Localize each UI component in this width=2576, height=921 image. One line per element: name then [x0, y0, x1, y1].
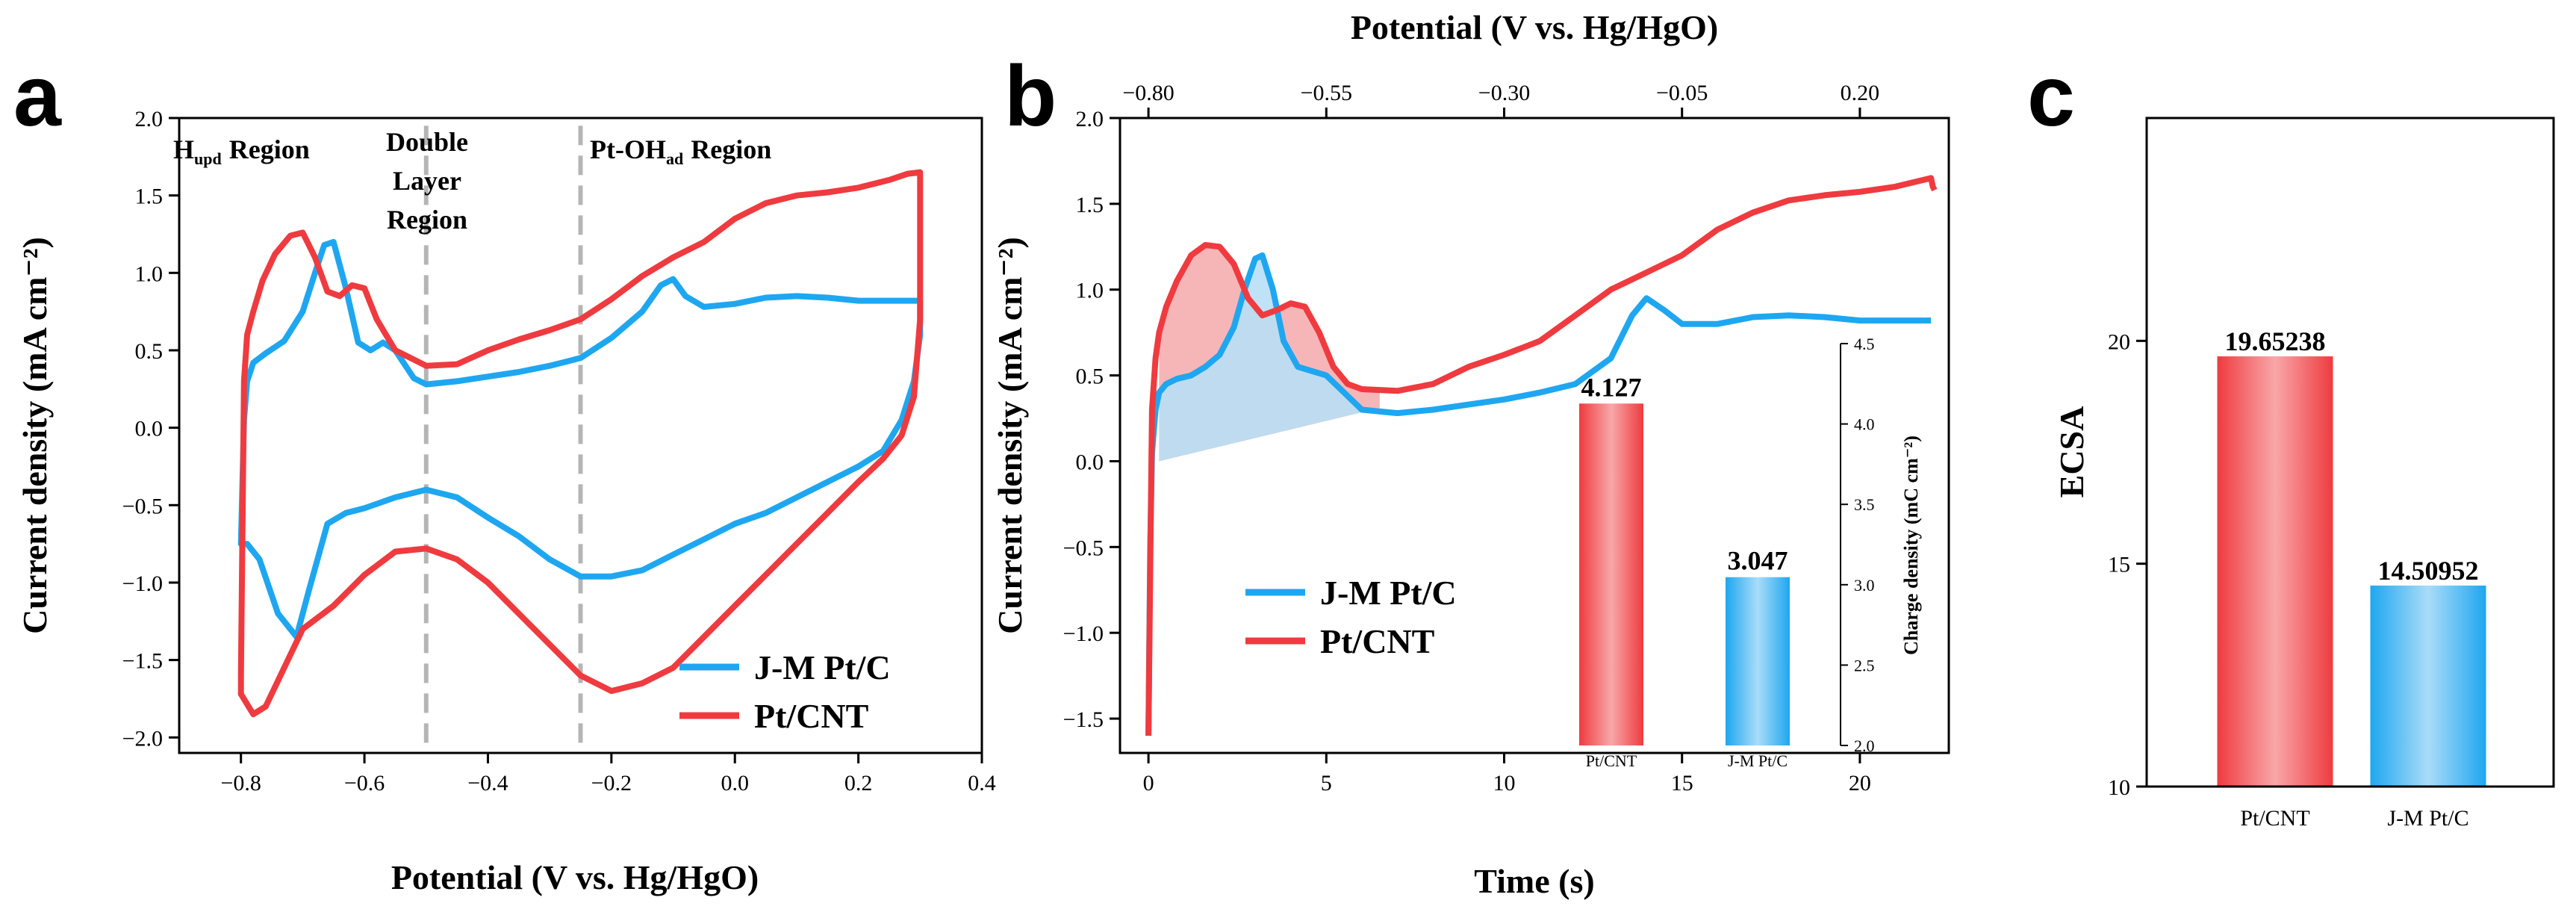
panel-b-ytick-label: 0.0: [1076, 450, 1104, 474]
panel-c-bars: 19.65238 Pt/CNT 14.50952 J-M Pt/C: [2217, 326, 2486, 831]
anno-region: Region: [387, 205, 467, 235]
panel-a: a −0.8 −0.6 −0.4 −0.2 0.0 0.2 0.4−2.0−1.5−1.0−…: [13, 49, 996, 896]
inset-ytick-label: 4.0: [1854, 415, 1875, 434]
panel-b-xlabel: Time (s): [1474, 862, 1594, 900]
panel-a-ytick-label: −1.5: [122, 649, 163, 674]
inset-ytick-label: 2.5: [1854, 656, 1875, 675]
ecsa-bar-pt-cnt: [2217, 356, 2333, 787]
panel-c-ytick-label: 20: [2108, 329, 2130, 354]
panel-b-ylabel: Current density (mA cm⁻²): [991, 237, 1029, 634]
panel-c-ytick-label: 15: [2108, 553, 2130, 577]
panel-c-frame: [2145, 117, 2555, 788]
inset-ticks: 2.0 2.5 3.0 3.5 4.0 4.5: [1841, 335, 1875, 755]
panel-a-ytick-label: −0.5: [122, 494, 163, 518]
legend-b-jm-label: J-M Pt/C: [1320, 574, 1457, 612]
panel-b-fills: [1159, 245, 1380, 462]
ecsa-category-label: Pt/CNT: [2240, 806, 2309, 831]
panel-b-xtick-label: 0: [1143, 771, 1154, 796]
panel-b-ytick-label: −1.5: [1063, 707, 1104, 732]
panel-b-x2tick-label: −0.30: [1478, 81, 1530, 105]
panel-b-x2tick-label: 0.20: [1841, 81, 1880, 105]
anno-ptoh: Pt-OHad Region: [590, 134, 771, 168]
panel-b-inset: 4.127 Pt/CNT 3.047 J-M Pt/C 2.0 2.5 3.0 3.5 4.0…: [1579, 335, 1922, 770]
integration-area-jm-ptc: [1159, 255, 1380, 462]
inset-ytick-label: 2.0: [1854, 737, 1875, 755]
panel-b-xtick-label: 10: [1493, 771, 1516, 796]
inset-bar-jm-ptc: [1726, 577, 1790, 745]
panel-b-xtick-label: 5: [1321, 771, 1332, 796]
panel-b-frame: [1119, 117, 1950, 754]
inset-ytick-label: 3.5: [1854, 495, 1875, 514]
legend-a-cnt-label: Pt/CNT: [754, 697, 868, 735]
panel-b-ytick-label: −1.0: [1063, 621, 1104, 646]
ecsa-bar-value: 14.50952: [2378, 556, 2479, 586]
panel-c-ylabel: ECSA: [2053, 406, 2091, 498]
inset-bar-value: 3.047: [1728, 546, 1788, 576]
anno-double: Double: [386, 127, 468, 157]
panel-b-xtick-label: 15: [1671, 771, 1693, 796]
panel-a-xtick-label: −0.8: [220, 771, 261, 796]
panel-b: b 0 5 10 15 20 −0.80 −0.55 −0.30 −0.05 0.20 −1.5 −1…: [991, 8, 1950, 900]
inset-bar-pt-cnt: [1579, 403, 1643, 745]
panel-a-line-jm-ptc: [237, 238, 924, 640]
panel-b-xtick-label: 20: [1849, 771, 1871, 796]
panel-b-ytick-label: 0.5: [1076, 365, 1104, 389]
panel-c-ticks: 10 15 20: [2108, 329, 2147, 800]
inset-bar-value: 4.127: [1581, 372, 1642, 402]
panel-b-x2tick-label: −0.05: [1656, 81, 1708, 105]
panel-b-ticks: 0 5 10 15 20 −0.80 −0.55 −0.30 −0.05 0.20 −1.5 −1.0…: [1063, 81, 1880, 796]
panel-a-line-pt-cnt: [237, 169, 924, 718]
anno-layer: Layer: [393, 166, 461, 196]
panel-a-xlabel: Potential (V vs. Hg/HgO): [391, 858, 759, 896]
panel-a-ytick-label: 0.5: [135, 339, 164, 364]
panel-a-region-lines: [423, 125, 583, 745]
panel-a-xtick-label: 0.4: [968, 771, 996, 796]
legend-a-jm-label: J-M Pt/C: [754, 648, 891, 686]
panel-b-series: [1145, 175, 1938, 737]
panel-a-ytick-label: −1.0: [122, 571, 163, 596]
inset-category-label: Pt/CNT: [1586, 751, 1637, 770]
panel-b-x2tick-label: −0.80: [1122, 81, 1174, 105]
panel-a-legend: J-M Pt/C Pt/CNT: [679, 648, 891, 735]
panel-a-xtick-label: 0.0: [721, 771, 749, 796]
panel-b-legend: J-M Pt/C Pt/CNT: [1245, 574, 1457, 660]
panel-a-ticks: −0.8 −0.6 −0.4 −0.2 0.0 0.2 0.4 −2.0 −1.5 −1.0 −0.…: [122, 107, 996, 796]
panel-a-ytick-label: 2.0: [135, 107, 164, 131]
panel-b-letter: b: [1004, 49, 1057, 144]
inset-ytick-label: 3.0: [1854, 576, 1875, 595]
ecsa-bar-value: 19.65238: [2225, 326, 2326, 356]
panel-a-letter: a: [13, 49, 62, 144]
panel-a-series: [237, 169, 924, 718]
panel-a-ytick-label: 1.0: [135, 261, 164, 286]
inset-bars: 4.127 Pt/CNT 3.047 J-M Pt/C: [1579, 372, 1790, 770]
panel-b-ytick-label: 1.5: [1076, 193, 1104, 217]
panel-b-line-pt-cnt: [1145, 175, 1938, 737]
panel-b-line-jm-ptc: [1145, 252, 1932, 737]
panel-a-ytick-label: 1.5: [135, 184, 164, 209]
panel-b-ytick-label: 1.0: [1076, 279, 1104, 303]
panel-b-ytick-label: 2.0: [1076, 107, 1104, 131]
panel-b-x2label: Potential (V vs. Hg/HgO): [1351, 8, 1718, 46]
inset-ylabel: Charge density (mC cm⁻²): [1900, 435, 1922, 655]
legend-b-cnt-label: Pt/CNT: [1320, 622, 1434, 660]
ecsa-category-label: J-M Pt/C: [2387, 806, 2468, 831]
panel-c-ytick-label: 10: [2108, 775, 2130, 800]
panel-a-frame: [178, 117, 983, 754]
panel-a-xtick-label: −0.6: [344, 771, 385, 796]
panel-a-ytick-label: 0.0: [135, 417, 164, 441]
panel-c-letter: c: [2027, 49, 2075, 144]
panel-a-xtick-label: −0.2: [591, 771, 632, 796]
panel-a-xtick-label: −0.4: [467, 771, 508, 796]
panel-a-ylabel: Current density (mA cm⁻²): [16, 237, 54, 634]
inset-ytick-label: 4.5: [1854, 335, 1875, 353]
anno-hupd: Hupd Region: [173, 134, 310, 168]
panel-b-x2tick-label: −0.55: [1301, 81, 1352, 105]
panel-a-xtick-label: 0.2: [844, 771, 873, 796]
panel-a-ytick-label: −2.0: [122, 726, 163, 751]
inset-category-label: J-M Pt/C: [1728, 751, 1788, 770]
panel-b-ytick-label: −0.5: [1063, 536, 1104, 560]
ecsa-bar-jm-ptc: [2370, 585, 2486, 787]
